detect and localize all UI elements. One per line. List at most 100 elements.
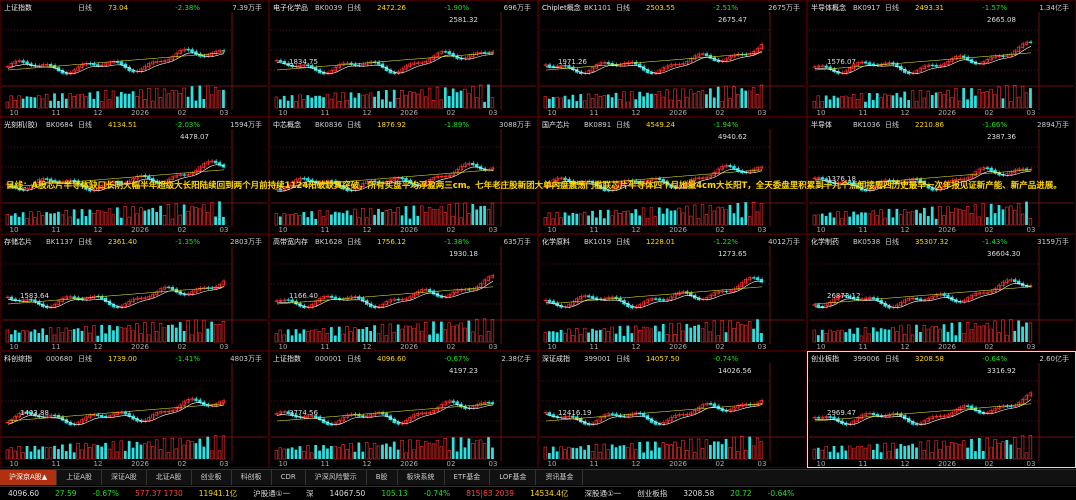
panel-period: 日线: [78, 354, 92, 363]
x-label: 02: [985, 460, 994, 468]
panel-volume: 3159万手: [1037, 237, 1069, 246]
candles-down: [547, 275, 764, 310]
x-label: 2026: [938, 343, 956, 351]
status-item: 沪股通①一: [253, 489, 291, 498]
x-label: 10: [817, 226, 826, 234]
panel-price: 2210.86: [915, 121, 944, 129]
x-label: 03: [1027, 343, 1036, 351]
low-label: 1403.88: [20, 409, 49, 417]
volume-up: [543, 435, 764, 460]
chart-panel: 国产芯片 BK0891 日线 4549.24 -1.94% 4940.62 10 11 12 20…: [538, 117, 807, 234]
panel-volume: 635万手: [504, 237, 531, 246]
high-label: 4940.62: [718, 133, 747, 141]
x-label: 11: [52, 226, 61, 234]
volume-down: [563, 202, 748, 225]
tab[interactable]: 上证A股: [57, 470, 102, 485]
panel-change: -1.66%: [982, 121, 1007, 129]
tab[interactable]: LOF基金: [490, 470, 537, 485]
volume-up: [274, 202, 495, 226]
tab[interactable]: 沪深风险警示: [306, 470, 367, 485]
high-label: 2581.32: [449, 16, 478, 24]
candles-up: [274, 161, 495, 193]
x-label: 12: [632, 109, 641, 117]
panel-volume: 3088万手: [499, 120, 531, 129]
low-label: 12416.19: [558, 409, 591, 417]
panel-price: 2472.26: [377, 4, 406, 12]
low-label: 1376.18: [827, 175, 856, 183]
panel-period: 日线: [347, 120, 361, 129]
candles-down: [9, 159, 226, 193]
volume-down: [21, 85, 225, 108]
x-label: 03: [220, 343, 229, 351]
x-label: 12: [901, 460, 910, 468]
x-label: 2026: [669, 226, 687, 234]
status-item: -0.74%: [423, 489, 451, 498]
x-label: 11: [321, 109, 330, 117]
x-label: 02: [178, 109, 187, 117]
status-item: 深: [306, 489, 314, 498]
x-label: 2026: [669, 343, 687, 351]
panel-name: 深证成指: [542, 354, 570, 363]
chart-panel: 化学制药 BK0538 日线 35307.32 -1.43% 3159万手 36604.30…: [807, 234, 1076, 351]
x-label: 02: [178, 343, 187, 351]
tab[interactable]: 沪深京A股▲: [0, 470, 58, 485]
low-label: 1834.75: [289, 58, 318, 66]
volume-down: [816, 438, 1013, 459]
panel-period: 日线: [616, 354, 630, 363]
high-label: 2675.47: [718, 16, 747, 24]
panel-name: 光刻机(胶): [4, 120, 38, 129]
tab[interactable]: ETF基金: [445, 470, 491, 485]
panel-period: 日线: [347, 237, 361, 246]
x-label: 03: [220, 226, 229, 234]
ma-line: [814, 46, 1032, 74]
volume-up: [274, 438, 487, 460]
status-item: 105.13: [381, 489, 408, 498]
panel-period: 日线: [616, 3, 630, 12]
panel-code: 000001: [315, 355, 342, 363]
panel-price: 1228.01: [646, 238, 675, 246]
panel-price: 2493.31: [915, 4, 944, 12]
panel-code: BK0684: [46, 121, 74, 129]
x-label: 12: [901, 343, 910, 351]
ma-line: [276, 53, 494, 74]
tab[interactable]: CDR: [272, 470, 306, 485]
x-label: 02: [716, 226, 725, 234]
panel-price: 1739.00: [108, 355, 137, 363]
volume-up: [5, 85, 222, 109]
ma-line: [276, 166, 494, 192]
panel-volume: 1594万手: [230, 120, 262, 129]
chart-panel: 化学原料 BK1019 日线 1228.01 -1.22% 4012万手 1273.65 10…: [538, 234, 807, 351]
panel-change: -2.51%: [713, 4, 738, 12]
volume-up: [812, 85, 1029, 109]
tab[interactable]: 板块系统: [398, 470, 445, 485]
tab[interactable]: 科创板: [232, 470, 272, 485]
x-label: 12: [363, 226, 372, 234]
tab[interactable]: 深证A股: [102, 470, 147, 485]
panel-volume: 1.34亿手: [1039, 3, 1069, 12]
panel-period: 日线: [885, 354, 899, 363]
x-label: 2026: [669, 109, 687, 117]
x-label: 02: [716, 109, 725, 117]
panel-frame: [538, 351, 807, 468]
volume-down: [547, 436, 752, 459]
x-label: 03: [758, 460, 767, 468]
x-label: 10: [548, 226, 557, 234]
status-item: 11941.1亿: [198, 489, 238, 498]
ma-line: [276, 52, 494, 71]
tab[interactable]: 北证A股: [147, 470, 192, 485]
panel-change: -0.67%: [444, 355, 469, 363]
panel-name: 上证指数: [273, 354, 301, 363]
low-label: 2969.47: [827, 409, 856, 417]
tab[interactable]: 创业板: [192, 470, 232, 485]
panel-period: 日线: [885, 3, 899, 12]
tab[interactable]: B股: [367, 470, 398, 485]
status-item: 577.37 1730: [135, 489, 183, 498]
high-label: 14026.56: [718, 367, 752, 375]
x-label: 12: [94, 343, 103, 351]
x-label: 03: [758, 226, 767, 234]
x-label: 2026: [938, 109, 956, 117]
tab[interactable]: 资讯基金: [536, 470, 584, 485]
x-label: 11: [859, 460, 868, 468]
panel-period: 日线: [78, 3, 92, 12]
panel-code: BK0836: [315, 121, 343, 129]
